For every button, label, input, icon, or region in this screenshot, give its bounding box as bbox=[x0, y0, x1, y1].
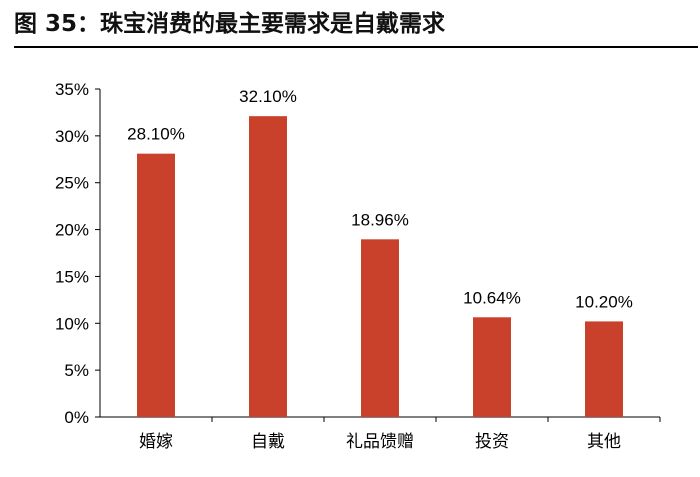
y-tick-label: 25% bbox=[55, 174, 89, 193]
chart-bars bbox=[137, 116, 623, 418]
y-tick-label: 15% bbox=[55, 267, 89, 286]
bar-value-label: 32.10% bbox=[239, 87, 297, 106]
y-tick-label: 10% bbox=[55, 314, 89, 333]
y-tick-label: 35% bbox=[55, 80, 89, 99]
bar bbox=[137, 153, 175, 418]
x-category-label: 自戴 bbox=[251, 432, 285, 452]
bar bbox=[473, 317, 511, 417]
bar bbox=[585, 321, 623, 417]
chart-axes: 0% 5% 10% 15% 20% 25% 30% 35% bbox=[55, 80, 661, 427]
bar-value-label: 18.96% bbox=[351, 210, 409, 229]
y-tick-label: 20% bbox=[55, 221, 89, 240]
bar-value-label: 28.10% bbox=[127, 125, 185, 144]
x-category-label: 礼品馈赠 bbox=[346, 432, 414, 452]
y-tick-label: 0% bbox=[64, 408, 89, 427]
y-tick-label: 5% bbox=[64, 361, 89, 380]
x-category-label: 投资 bbox=[475, 432, 509, 452]
x-category-label: 其他 bbox=[587, 432, 621, 452]
bar-value-label: 10.64% bbox=[463, 288, 521, 307]
y-tick-label: 30% bbox=[55, 127, 89, 146]
chart-labels: 28.10% 婚嫁 32.10% 自戴 18.96% 礼品馈赠 10.64% 投资 10.20%… bbox=[127, 87, 633, 452]
figure-title: 图 35：珠宝消费的最主要需求是自戴需求 bbox=[14, 11, 446, 37]
title-underline bbox=[14, 46, 698, 48]
x-category-label: 婚嫁 bbox=[139, 432, 173, 452]
bar bbox=[249, 116, 287, 418]
bar-value-label: 10.20% bbox=[575, 292, 633, 311]
bar bbox=[361, 239, 399, 417]
